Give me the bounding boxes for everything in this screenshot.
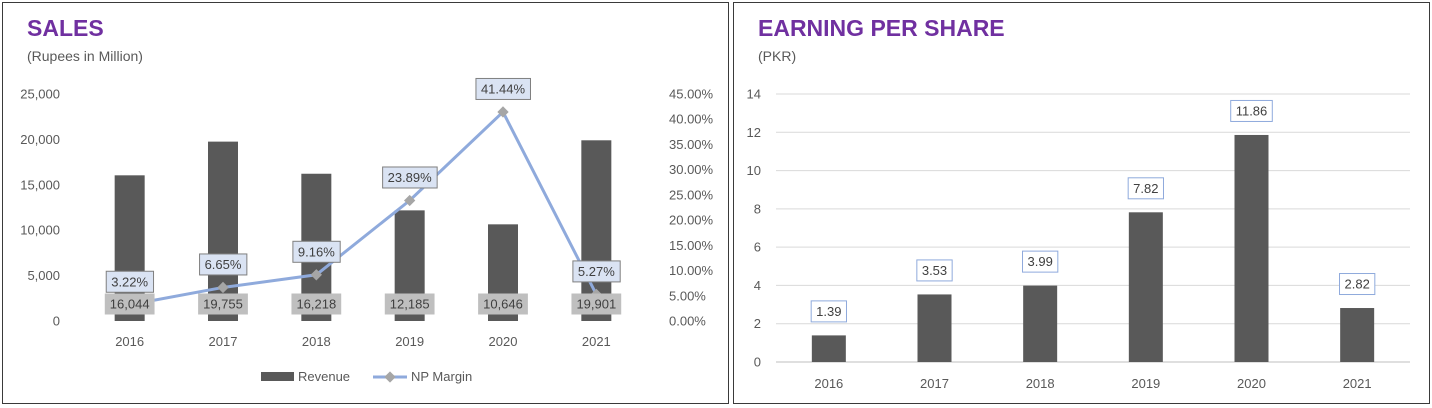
x-axis-tick-label: 2019 <box>1131 376 1160 391</box>
eps-bar <box>811 335 846 362</box>
legend-np-margin-label: NP Margin <box>411 369 472 384</box>
y-axis-tick-label: 15,000 <box>20 177 60 192</box>
eps-data-label: 3.99 <box>1028 254 1053 269</box>
revenue-data-label-box <box>478 293 528 315</box>
eps-chart-plot: 0 2 4 6 8 10 12 14 2016 2017 2018 2019 2020 2021 1.39 3… <box>747 87 1410 391</box>
y2-axis-tick-label: 40.00% <box>669 112 714 127</box>
revenue-data-label: 19,901 <box>576 297 616 312</box>
np-margin-data-label-box <box>572 260 621 283</box>
np-margin-data-label-box <box>292 240 341 263</box>
sales-chart-title: SALES <box>27 15 104 41</box>
x-axis-tick-label: 2020 <box>1237 376 1266 391</box>
revenue-data-label: 12,185 <box>390 297 430 312</box>
eps-bar <box>1128 212 1163 362</box>
revenue-data-label: 16,044 <box>110 297 150 312</box>
y-axis-tick-label: 4 <box>754 278 761 293</box>
x-axis-tick-label: 2017 <box>209 334 238 349</box>
eps-bar <box>1234 134 1269 362</box>
np-margin-point <box>404 194 416 207</box>
x-axis-tick-label: 2019 <box>395 334 424 349</box>
eps-data-label-box <box>1339 273 1376 296</box>
eps-bar <box>917 294 952 362</box>
revenue-data-label: 10,646 <box>483 297 523 312</box>
legend-revenue-label: Revenue <box>298 369 350 384</box>
y-axis-tick-label: 12 <box>747 125 761 140</box>
revenue-data-label-box <box>104 293 155 315</box>
np-margin-point <box>217 281 229 294</box>
np-margin-data-label-box <box>105 270 155 293</box>
y-axis-tick-label: 25,000 <box>20 87 60 102</box>
eps-chart-subtitle: (PKR) <box>758 48 797 64</box>
revenue-data-label-box <box>384 293 435 315</box>
x-axis-tick-label: 2020 <box>489 334 518 349</box>
y2-axis-tick-label: 35.00% <box>669 137 714 152</box>
eps-data-label: 7.82 <box>1133 181 1158 196</box>
y-axis-tick-label: 8 <box>754 201 761 216</box>
x-axis-tick-label: 2018 <box>302 334 331 349</box>
sales-chart-panel: SALES (Rupees in Million) 0 5,000 10,000 15… <box>2 2 729 404</box>
y2-axis-tick-label: 15.00% <box>669 238 714 253</box>
y2-axis-tick-label: 5.00% <box>669 288 706 303</box>
y-axis-tick-label: 0 <box>53 314 60 329</box>
revenue-data-label-box <box>571 293 622 315</box>
x-axis-tick-label: 2017 <box>920 376 949 391</box>
eps-data-label: 11.86 <box>1236 103 1268 118</box>
y-axis-tick-label: 6 <box>754 240 761 255</box>
y2-axis-tick-label: 0.00% <box>669 314 706 329</box>
revenue-data-label: 19,755 <box>203 297 243 312</box>
eps-data-label-box <box>810 300 847 323</box>
legend-np-margin-marker <box>384 371 396 383</box>
x-axis-tick-label: 2021 <box>1343 376 1372 391</box>
x-axis-tick-label: 2021 <box>582 334 611 349</box>
np-margin-data-label: 23.89% <box>388 170 433 185</box>
y-axis-tick-label: 0 <box>754 355 761 370</box>
np-margin-data-label: 5.27% <box>578 264 615 279</box>
eps-chart-panel: EARNING PER SHARE (PKR) 0 2 4 6 8 10 12 14 2016 2… <box>733 2 1430 404</box>
eps-data-label: 1.39 <box>816 304 841 319</box>
eps-data-label-box <box>1127 177 1164 200</box>
y2-axis-tick-label: 10.00% <box>669 263 714 278</box>
eps-data-label-box <box>1022 250 1059 273</box>
eps-bar <box>1340 308 1375 362</box>
eps-data-label-box <box>1230 99 1273 122</box>
y-axis-tick-label: 20,000 <box>20 132 60 147</box>
sales-chart-subtitle: (Rupees in Million) <box>27 48 143 64</box>
np-margin-data-label-box <box>199 253 248 276</box>
y2-axis-tick-label: 20.00% <box>669 213 714 228</box>
np-margin-data-label: 6.65% <box>205 257 242 272</box>
np-margin-data-label-box <box>475 77 531 100</box>
np-margin-data-label: 9.16% <box>298 244 335 259</box>
np-margin-point <box>310 269 322 281</box>
revenue-data-label: 16,218 <box>296 297 336 312</box>
eps-data-label-box <box>916 259 953 282</box>
x-axis-tick-label: 2016 <box>115 334 144 349</box>
np-margin-line <box>129 109 598 307</box>
y2-axis-tick-label: 30.00% <box>669 162 714 177</box>
eps-bar <box>1023 285 1058 362</box>
np-margin-data-label: 3.22% <box>111 274 148 289</box>
x-axis-tick-label: 2016 <box>814 376 843 391</box>
y-axis-tick-label: 2 <box>754 316 761 331</box>
y-axis-tick-label: 10 <box>747 163 761 178</box>
np-margin-data-label-box <box>382 166 438 189</box>
eps-data-label: 3.53 <box>922 263 947 278</box>
y-axis-tick-label: 5,000 <box>27 268 60 283</box>
eps-chart-title: EARNING PER SHARE <box>758 15 1005 41</box>
legend-revenue-swatch <box>261 372 294 381</box>
y-axis-tick-label: 10,000 <box>20 223 60 238</box>
sales-chart-plot: 0 5,000 10,000 15,000 20,000 25,000 0.00% 5.00%… <box>20 77 714 384</box>
y2-axis-tick-label: 45.00% <box>669 87 714 102</box>
y-axis-tick-label: 14 <box>747 87 761 102</box>
x-axis-tick-label: 2018 <box>1026 376 1055 391</box>
eps-data-label: 2.82 <box>1345 277 1370 292</box>
y2-axis-tick-label: 25.00% <box>669 187 714 202</box>
revenue-data-label-box <box>291 293 342 315</box>
revenue-data-label-box <box>198 293 248 315</box>
np-margin-data-label: 41.44% <box>481 81 526 96</box>
